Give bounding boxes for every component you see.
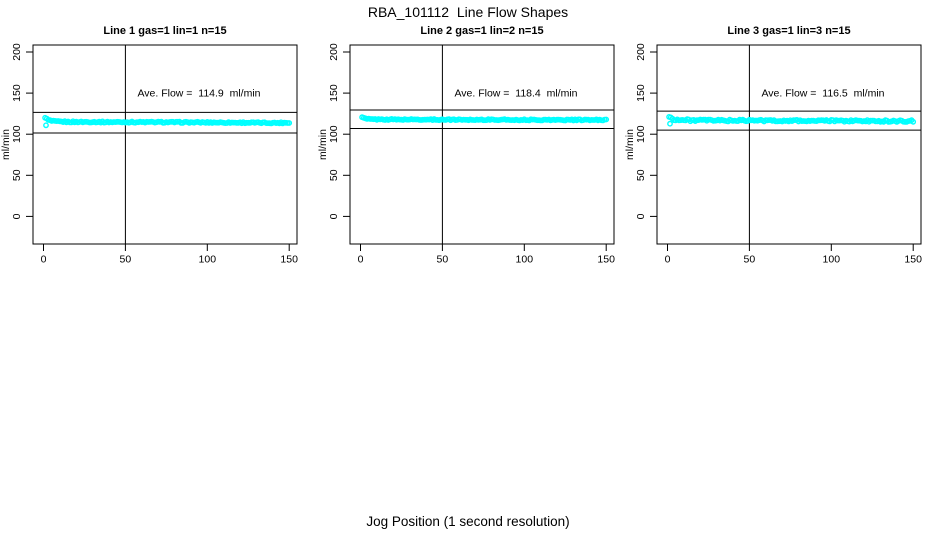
y-axis-title: ml/min [624,129,636,160]
outlier-point [43,122,49,129]
x-tick-label: 0 [358,254,364,266]
y-tick-label: 50 [11,169,23,181]
ave-flow-annotation: Ave. Flow = 118.4 ml/min [454,88,577,100]
x-tick-label: 100 [516,254,534,266]
flow-panel-1: Line 1 gas=1 lin=1 n=15 0 50 100 150 0 50 100 1… [0,18,312,303]
y-axis-title: ml/min [317,129,329,160]
data-point [286,120,293,126]
ave-flow-annotation: Ave. Flow = 114.9 ml/min [137,88,260,100]
y-tick-label: 0 [328,213,340,219]
y-tick-label: 200 [11,43,23,61]
x-tick-label: 150 [597,254,615,266]
data-points [42,114,293,129]
x-tick-label: 150 [280,254,298,266]
main-title: RBA_101112 Line Flow Shapes [367,4,569,20]
data-point [603,116,610,123]
x-tick-label: 0 [665,254,671,266]
y-tick-label: 0 [635,213,647,219]
y-tick-label: 200 [635,43,647,61]
data-points [666,114,917,127]
outlier-point [667,120,673,127]
x-tick-label: 150 [904,254,922,266]
plot-box [656,44,922,245]
flow-panel-2: Line 2 gas=1 lin=2 n=15 0 50 100 150 0 50 100 1… [317,18,629,303]
panel-title: Line 1 gas=1 lin=1 n=15 [103,25,227,37]
x-tick-label: 50 [437,254,449,266]
plot-area: 0 50 100 150 0 50 100 150 200 ml/min Ave. Flow = 1… [317,43,615,266]
x-axis-label: Jog Position (1 second resolution) [366,514,570,529]
flow-panel-3: Line 3 gas=1 lin=3 n=15 0 50 100 150 0 50 100 1… [624,18,936,303]
y-axis-title: ml/min [0,129,12,160]
ave-flow-annotation: Ave. Flow = 116.5 ml/min [761,88,884,100]
y-tick-label: 200 [328,43,340,61]
y-tick-label: 100 [635,125,647,143]
y-tick-label: 50 [635,169,647,181]
plot-area: 0 50 100 150 0 50 100 150 200 ml/min Ave. Flow = 1… [624,43,922,266]
y-tick-label: 150 [328,84,340,102]
plot-area: 0 50 100 150 0 50 100 150 200 ml/min Ave. Flow = 1… [0,43,298,266]
plot-box [32,44,298,245]
y-tick-label: 150 [11,84,23,102]
y-tick-label: 100 [11,125,23,143]
panel-title: Line 3 gas=1 lin=3 n=15 [727,25,851,37]
plot-box [349,44,615,245]
x-tick-label: 100 [823,254,841,266]
data-point [910,118,917,125]
x-tick-label: 50 [744,254,756,266]
y-tick-label: 0 [11,213,23,219]
panel-title: Line 2 gas=1 lin=2 n=15 [420,25,544,37]
x-tick-label: 50 [120,254,132,266]
data-points [359,114,610,124]
x-tick-label: 0 [41,254,47,266]
x-tick-label: 100 [199,254,217,266]
y-tick-label: 100 [328,125,340,143]
y-tick-label: 150 [635,84,647,102]
y-tick-label: 50 [328,169,340,181]
